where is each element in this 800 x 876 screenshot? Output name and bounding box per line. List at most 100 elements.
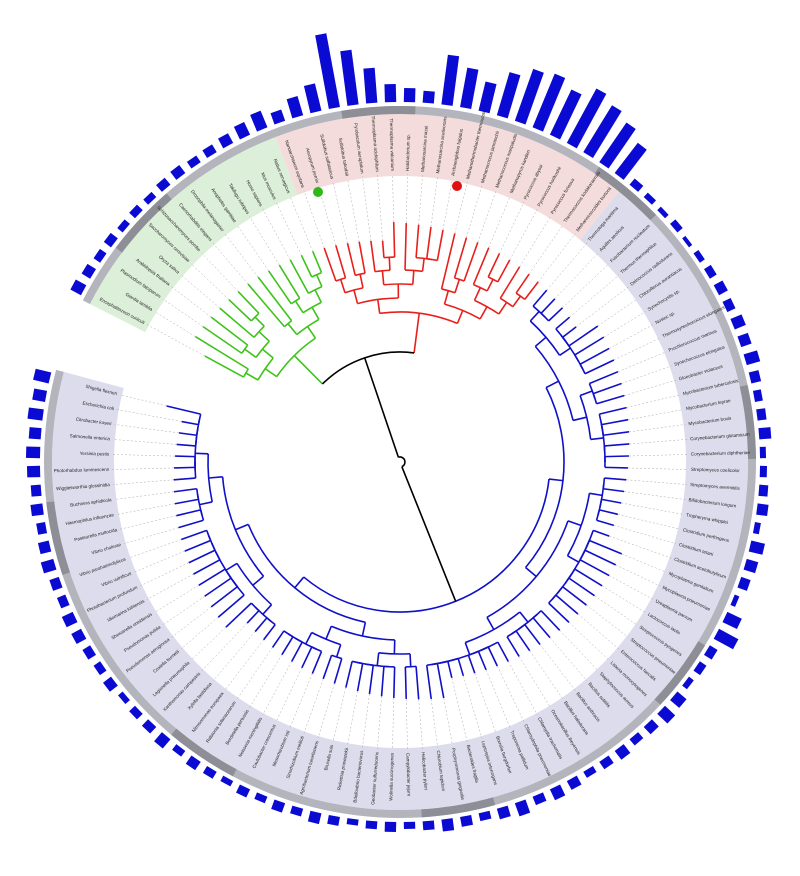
guide-line [628, 409, 684, 420]
leaf-bar [26, 465, 41, 478]
leaf-bar [752, 522, 761, 535]
branch [300, 254, 313, 278]
leaf-label: Bdellovibrio bacteriovorus [352, 749, 364, 802]
guide-line [154, 311, 196, 337]
guide-line [114, 424, 179, 434]
branch [499, 266, 521, 299]
guide-line [617, 351, 667, 372]
branch [176, 443, 196, 447]
branch [290, 297, 301, 305]
branch [463, 242, 479, 282]
guide-line [139, 562, 189, 587]
branch [247, 283, 286, 328]
leaf-bar [583, 765, 597, 778]
guide-line [597, 298, 638, 327]
leaf-bar [713, 628, 739, 650]
branch [548, 478, 564, 482]
leaf-bar [93, 661, 107, 676]
branch [267, 270, 292, 305]
guide-line [262, 208, 291, 260]
guide-line [418, 699, 423, 750]
branch [252, 575, 265, 586]
branch [532, 289, 548, 307]
leaf-bar [758, 484, 769, 497]
leaf-bar [441, 54, 460, 106]
guide-line [609, 324, 654, 349]
branch [566, 493, 591, 557]
leaf-bar [70, 279, 87, 296]
leaf-bar [743, 350, 761, 366]
branch [381, 270, 385, 285]
branch [311, 306, 320, 320]
guide-line [430, 176, 438, 228]
guide-line [617, 514, 681, 530]
branch [534, 336, 547, 348]
guide-line [529, 650, 564, 700]
clade-band [275, 114, 620, 240]
guide-line [603, 311, 646, 338]
guide-line [430, 698, 438, 748]
guide-line [624, 379, 677, 396]
guide-line [249, 216, 280, 266]
branch [175, 455, 196, 458]
branch [545, 380, 559, 389]
guide-line [162, 596, 205, 626]
branch [181, 529, 208, 541]
leaf-bar [49, 576, 63, 591]
guide-line [171, 606, 212, 638]
leaf-bar [30, 503, 44, 517]
guide-line [303, 678, 324, 734]
branch [289, 259, 310, 294]
leaf-bar [307, 810, 322, 825]
leaf-label: Brucella suis [323, 744, 334, 771]
guide-line [575, 286, 629, 328]
leaf-bar [327, 814, 340, 826]
branch [603, 431, 630, 437]
guide-line [613, 337, 661, 361]
leaf-bar [81, 263, 97, 279]
leaf-bar [32, 388, 48, 402]
guide-line [406, 174, 408, 224]
guide-line [474, 673, 497, 734]
branch [323, 247, 337, 282]
branch [283, 320, 293, 328]
leaf-bar [290, 805, 304, 817]
branch [604, 466, 628, 469]
branch [204, 577, 232, 597]
guide-line [146, 324, 206, 357]
branch [311, 651, 323, 674]
branch [604, 477, 627, 481]
branch [315, 274, 323, 287]
leaf-bar [737, 576, 751, 591]
branch [512, 295, 522, 308]
branch [378, 652, 411, 655]
branch [599, 509, 618, 516]
leaf-bar [743, 558, 759, 574]
leaf-label: Photorhabdus luminescens [54, 467, 110, 473]
branch [262, 604, 273, 615]
branch [425, 226, 432, 259]
leaf-bar [71, 628, 87, 644]
branch [204, 355, 244, 378]
leaf-bar [460, 814, 473, 827]
branch [596, 519, 615, 527]
branch [589, 492, 603, 497]
leaf-bar [270, 109, 286, 125]
branch [377, 299, 381, 314]
guide-line [463, 675, 483, 739]
guide-line [537, 233, 576, 283]
branch [290, 641, 303, 662]
branch [444, 303, 481, 320]
guide-line [569, 274, 620, 318]
leaf-bar [532, 792, 547, 806]
leaf-bar [748, 370, 762, 384]
leaf-bar [118, 691, 130, 704]
leaf-bar [365, 820, 378, 830]
leaf-bar [236, 784, 251, 798]
leaf-bar [103, 676, 118, 692]
branch [567, 520, 582, 527]
leaf-bar [202, 144, 217, 159]
outer-ring-segment [115, 193, 172, 253]
leaf-bar [532, 73, 566, 132]
leaf-bar [566, 775, 582, 790]
